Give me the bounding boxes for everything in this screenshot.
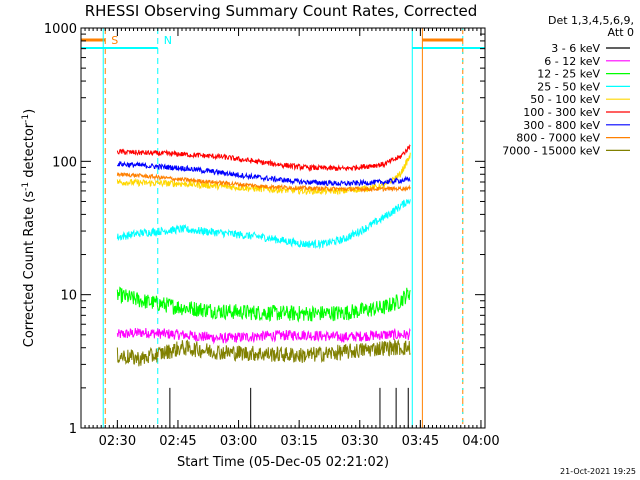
chart-title: RHESSI Observing Summary Count Rates, Co…: [85, 2, 478, 20]
series-6-line: [116, 160, 411, 187]
series-3-line: [116, 198, 411, 250]
x-tick-label: 03:30: [341, 434, 378, 449]
series-7-line: [116, 172, 411, 193]
series-2-line: [116, 286, 411, 323]
x-tick-label: 03:00: [220, 434, 257, 449]
legend-entry-label: 100 - 300 keV: [523, 106, 600, 119]
y-axis-label-sup2: -1: [21, 114, 31, 123]
series-5: [116, 144, 411, 173]
x-tick-label: 04:00: [462, 434, 499, 449]
series-5-line: [116, 144, 411, 173]
legend-entry-label: 6 - 12 keV: [544, 55, 600, 68]
flag-label-s: S: [111, 34, 118, 47]
x-tick-label: 02:30: [99, 434, 136, 449]
series-4: [116, 152, 411, 196]
series-layer: [116, 144, 411, 428]
series-6: [116, 160, 411, 187]
legend-entry-label: 50 - 100 keV: [530, 93, 600, 106]
series-7: [116, 172, 411, 193]
y-tick-label: 100: [52, 155, 77, 170]
legend-entry-label: 300 - 800 keV: [523, 119, 600, 132]
legend-header-line-1: Det 1,3,4,5,6,9,: [548, 14, 634, 27]
flag-label-n: N: [164, 34, 172, 47]
series-1-line: [116, 327, 411, 345]
x-axis-label: Start Time (05-Dec-05 02:21:02): [177, 455, 389, 470]
legend-entry-label: 12 - 25 keV: [537, 68, 600, 81]
series-1: [116, 327, 411, 345]
y-axis-label-end: ): [22, 109, 37, 114]
y-axis-label-mid: detector: [22, 122, 37, 182]
series-2: [116, 286, 411, 323]
y-tick-label: 1: [69, 422, 77, 437]
x-tick-label: 03:15: [280, 434, 317, 449]
plot-frame: [80, 27, 486, 429]
timestamp: 21-Oct-2021 19:25: [560, 467, 636, 476]
svg-text:Corrected Count Rate (s-1 dete: Corrected Count Rate (s-1 detector-1): [21, 109, 37, 347]
legend-entry-label: 7000 - 15000 keV: [502, 144, 600, 157]
x-tick-label: 03:45: [402, 434, 439, 449]
y-ticks: 1 10 100 1000: [44, 22, 485, 437]
legend-entry-label: 25 - 50 keV: [537, 80, 600, 93]
legend-entry-label: 800 - 7000 keV: [516, 132, 600, 145]
x-tick-label: 02:45: [159, 434, 196, 449]
series-8: [116, 338, 411, 367]
y-axis-label-main: Corrected Count Rate (s: [22, 191, 37, 348]
y-tick-label: 10: [60, 289, 77, 304]
series-4-line: [116, 152, 411, 196]
legend-header-line-2: Att 0: [608, 26, 634, 39]
series-3: [116, 198, 411, 250]
y-tick-label: 1000: [44, 22, 77, 37]
y-axis-label-sup1: -1: [21, 182, 31, 191]
series-8-line: [116, 338, 411, 367]
legend-entry-label: 3 - 6 keV: [551, 42, 600, 55]
y-axis-label: Corrected Count Rate (s-1 detector-1): [21, 109, 37, 347]
x-ticks: 02:30 02:45 03:00 03:15 03:30 03:45 04:00: [80, 28, 500, 449]
series-0: [169, 387, 409, 428]
